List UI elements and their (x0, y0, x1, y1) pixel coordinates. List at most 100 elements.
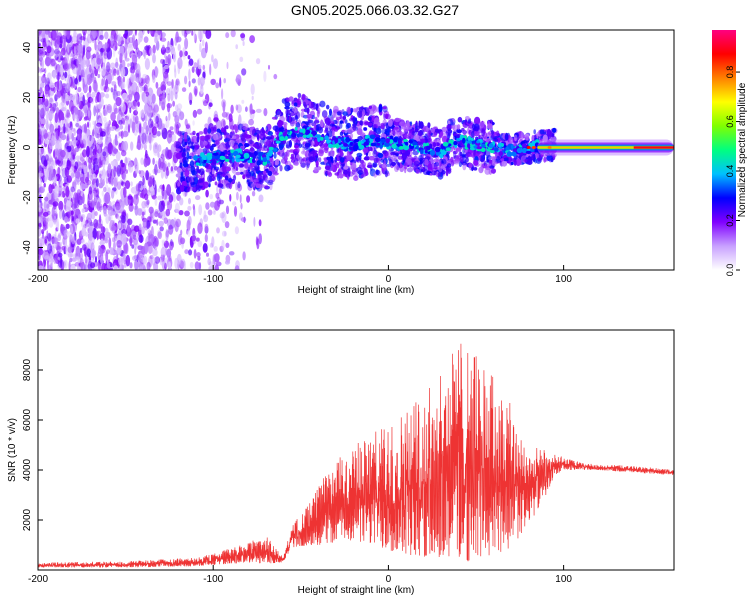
spectrogram-cell (78, 66, 81, 71)
spectrogram-cell (137, 101, 140, 107)
spectrogram-cell (55, 148, 59, 156)
spectrogram-cell (123, 263, 127, 268)
spectrogram-cell (189, 237, 192, 242)
spectrogram-cell (121, 228, 127, 235)
spectrogram-cell (138, 123, 142, 134)
spectrogram-cell (159, 226, 164, 232)
spectrogram-cell (265, 125, 269, 132)
spectrogram-cell (309, 151, 314, 158)
spectrogram-cell (188, 58, 194, 66)
spectrogram-cell (60, 149, 66, 158)
spectrogram-cell (122, 76, 125, 83)
spectrogram-cell (324, 165, 331, 171)
spectrogram-cell (141, 200, 147, 209)
spectrogram-cell (59, 241, 63, 247)
spectrogram-cell (533, 129, 536, 135)
spectrogram-cell (95, 178, 99, 188)
spectrogram-cell (95, 169, 99, 175)
spectrogram-cell (147, 94, 153, 106)
spectrogram-cell (285, 140, 292, 149)
spectrogram-cell (173, 193, 176, 203)
spectrogram-cell (219, 245, 224, 253)
spectrogram-cell (64, 166, 70, 178)
spectrogram-cell (141, 86, 147, 92)
spectrogram-cell (86, 200, 93, 211)
spectrogram-cell (188, 249, 193, 256)
spectrogram-cell (116, 181, 122, 190)
spectrogram-cell (107, 142, 114, 155)
spectrogram-cell (237, 181, 241, 189)
spectrogram-cell (120, 159, 123, 164)
spectrogram-cell (38, 165, 43, 174)
spectrogram-cell (178, 210, 184, 216)
spectrogram-cell (513, 134, 518, 142)
spectrogram-cell (122, 221, 126, 231)
spectrogram-cell (144, 131, 147, 141)
spectrogram-cell (42, 219, 47, 231)
spectrogram-cell (111, 81, 117, 86)
spectrogram-cell (113, 32, 118, 43)
spectrogram-cell (80, 216, 84, 223)
spectrogram-cell (114, 140, 119, 146)
spectrogram-cell (372, 105, 378, 113)
spectrogram-cell (409, 121, 413, 126)
spectrogram-cell (168, 266, 172, 270)
spectrogram-cell (385, 113, 389, 120)
spectrogram-cell (166, 103, 173, 109)
spectrogram-cell (182, 47, 187, 58)
spectrogram-cell (127, 43, 134, 56)
spectrogram-cell (135, 115, 139, 124)
spectrogram-cell (104, 42, 108, 49)
spectrogram-cell (43, 251, 49, 260)
spectrogram-cell (148, 255, 153, 268)
spectrogram-cell (134, 91, 140, 102)
spectrogram-cell (134, 247, 137, 255)
spectrogram-cell (123, 222, 128, 229)
spectrogram-cell (165, 247, 168, 256)
spectrogram-cell (220, 156, 226, 161)
spectrogram-cell (163, 74, 166, 84)
spectrogram-cell (169, 87, 172, 96)
spectrogram-cell (175, 148, 181, 152)
spectrogram-cell (177, 258, 181, 265)
spectrogram-cell (86, 121, 90, 128)
spectrogram-cell (191, 170, 198, 176)
spectrogram-cell (105, 227, 109, 239)
spectrogram-cell (145, 125, 149, 134)
spectrogram-cell (45, 169, 50, 180)
spectrogram-cell (191, 235, 197, 242)
spectrogram-cell (212, 177, 216, 181)
spectrogram-cell (197, 30, 204, 41)
spectrogram-cell (93, 140, 97, 147)
spectrogram-cell (62, 210, 65, 221)
spectrogram-cell (235, 104, 239, 111)
spectrogram-cell (66, 158, 70, 167)
spectrogram-cell (133, 129, 138, 136)
spectrogram-cell (235, 260, 240, 270)
spectrogram-cell (45, 30, 48, 36)
spectrogram-cell (251, 95, 254, 101)
spectrogram-cell (288, 96, 294, 102)
spectrogram-cell (398, 146, 404, 150)
spectrogram-cell (144, 45, 150, 51)
spectrogram-cell (170, 90, 174, 102)
spectrogram-cell (70, 57, 77, 69)
spectrogram-cell (76, 118, 80, 122)
spectrogram-cell (531, 155, 535, 161)
spectrogram-cell (161, 240, 165, 249)
spectrogram-cell (40, 58, 43, 70)
spectrogram-cell (181, 87, 187, 92)
spectrogram-cell (300, 108, 306, 112)
spectrogram-cell (501, 160, 508, 167)
spectrogram-cell (184, 118, 188, 127)
spectrogram-cell (93, 218, 98, 229)
spectrogram-cell (543, 156, 547, 163)
spectrogram-cell (76, 140, 81, 149)
spectrogram-cell (149, 142, 152, 151)
spectrogram-cell (184, 169, 190, 177)
spectrogram-cell (344, 119, 348, 124)
spectrogram-cell (203, 127, 208, 135)
spectrogram-cell (98, 67, 101, 73)
spectrogram-cell (437, 172, 441, 177)
spectrogram-cell (258, 233, 263, 245)
